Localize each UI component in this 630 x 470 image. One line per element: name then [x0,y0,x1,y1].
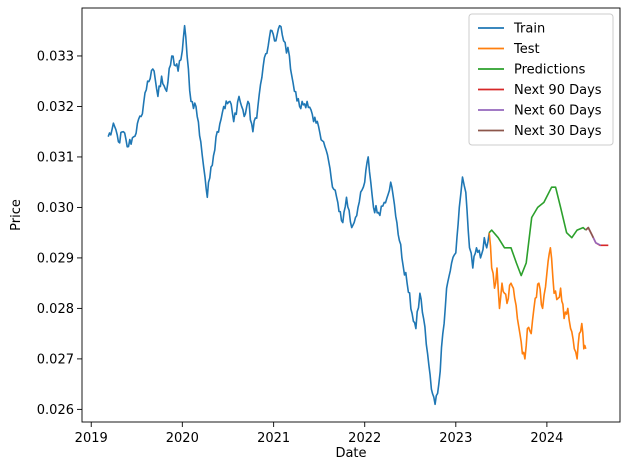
legend: Train Test Predictions Next 90 Days Next 60 … [468,13,614,146]
y-tick-label: 0.031 [37,150,74,165]
x-tick-label: 2021 [257,431,290,446]
y-tick-label: 0.027 [37,352,74,367]
x-tick-label: 2020 [166,431,199,446]
series-line-next-30-days [585,226,595,239]
legend-frame [468,13,614,146]
x-axis-label: Date [335,446,366,461]
legend-label: Next 60 Days [514,104,602,119]
series-line-predictions [488,186,587,277]
legend-label: Test [513,42,540,57]
legend-label: Next 90 Days [514,83,602,98]
y-tick-label: 0.033 [37,49,74,64]
y-tick-label: 0.030 [37,201,74,216]
x-tick-label: 2019 [75,431,108,446]
y-axis-label: Price [9,199,24,231]
y-tick-label: 0.032 [37,100,74,115]
legend-label: Next 30 Days [514,124,602,139]
plot-frame [81,7,621,423]
y-tick-label: 0.028 [37,302,74,317]
x-tick-label: 2022 [348,431,381,446]
x-tick-label: 2024 [530,431,563,446]
series-line-test [488,232,587,360]
y-tick-label: 0.026 [37,403,74,418]
legend-label: Predictions [514,63,586,78]
legend-label: Train [513,22,545,37]
series-layer [107,24,609,406]
series-line-train [107,24,490,406]
y-tick-label: 0.029 [37,251,74,266]
x-tick-label: 2023 [439,431,472,446]
ticks-layer: 2019 2020 2021 2022 2023 2024 0.026 0.027 0.028 0… [37,49,564,446]
